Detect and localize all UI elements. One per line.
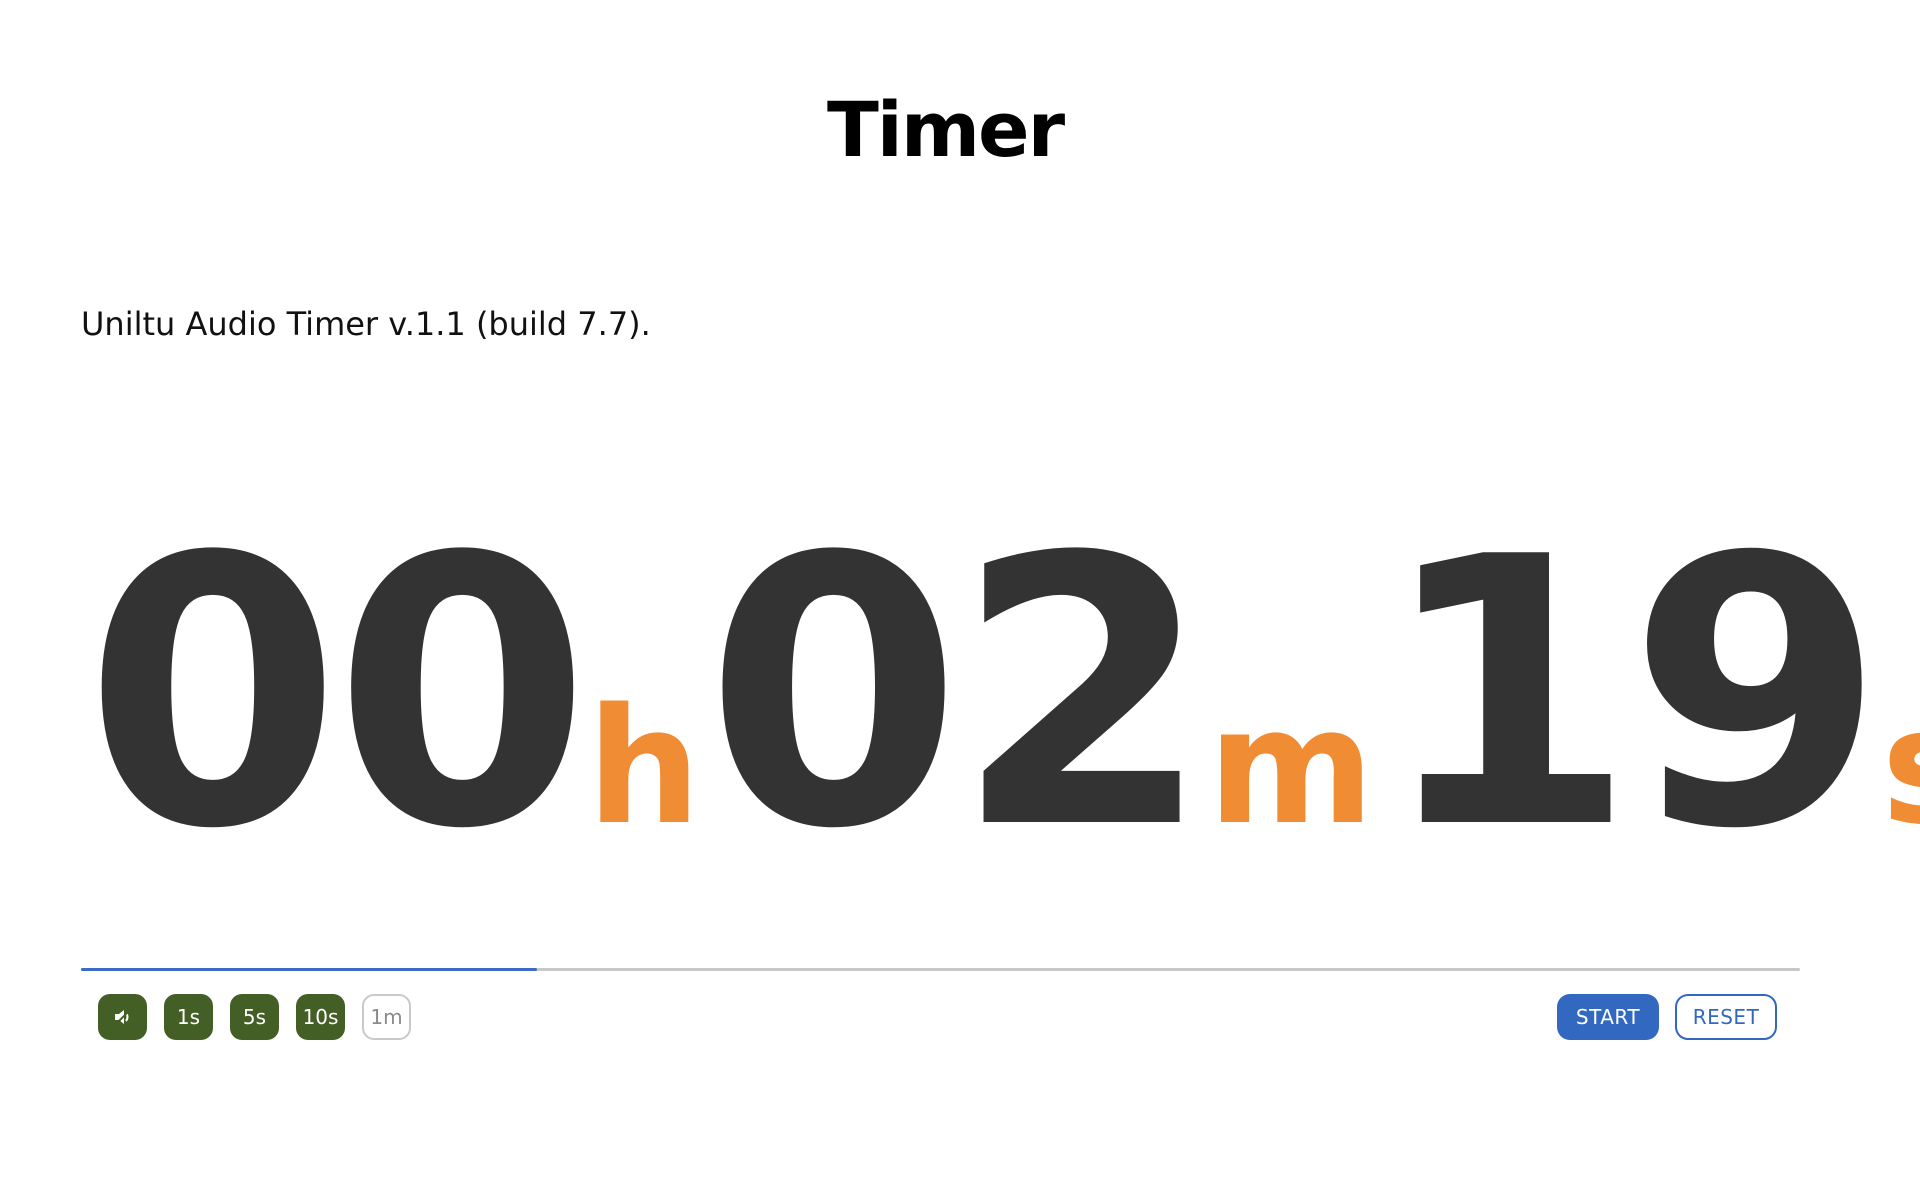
- reset-button[interactable]: RESET: [1675, 994, 1777, 1040]
- minutes-value: 02: [704, 480, 1212, 910]
- timer-actions: START RESET: [1557, 994, 1777, 1040]
- app-version-text: Uniltu Audio Timer v.1.1 (build 7.7).: [81, 305, 651, 343]
- interval-1s-button[interactable]: 1s: [164, 994, 213, 1040]
- minutes-unit: m: [1207, 673, 1375, 860]
- speaker-icon: [113, 1008, 133, 1026]
- interval-5s-button[interactable]: 5s: [230, 994, 279, 1040]
- seconds-unit: s: [1881, 687, 1920, 847]
- page-title: Timer: [826, 85, 1065, 174]
- progress-bar[interactable]: [81, 968, 1800, 971]
- hours-value: 00: [84, 480, 591, 910]
- hours-unit: h: [586, 673, 701, 860]
- interval-1m-button[interactable]: 1m: [362, 994, 411, 1040]
- start-button[interactable]: START: [1557, 994, 1659, 1040]
- interval-controls: 1s 5s 10s 1m: [98, 994, 411, 1040]
- sound-toggle-button[interactable]: [98, 994, 147, 1040]
- interval-10s-button[interactable]: 10s: [296, 994, 345, 1040]
- timer-display: 00 h 02 m 19 s 49: [84, 510, 1920, 880]
- seconds-value: 19: [1378, 480, 1885, 910]
- progress-fill: [81, 968, 537, 971]
